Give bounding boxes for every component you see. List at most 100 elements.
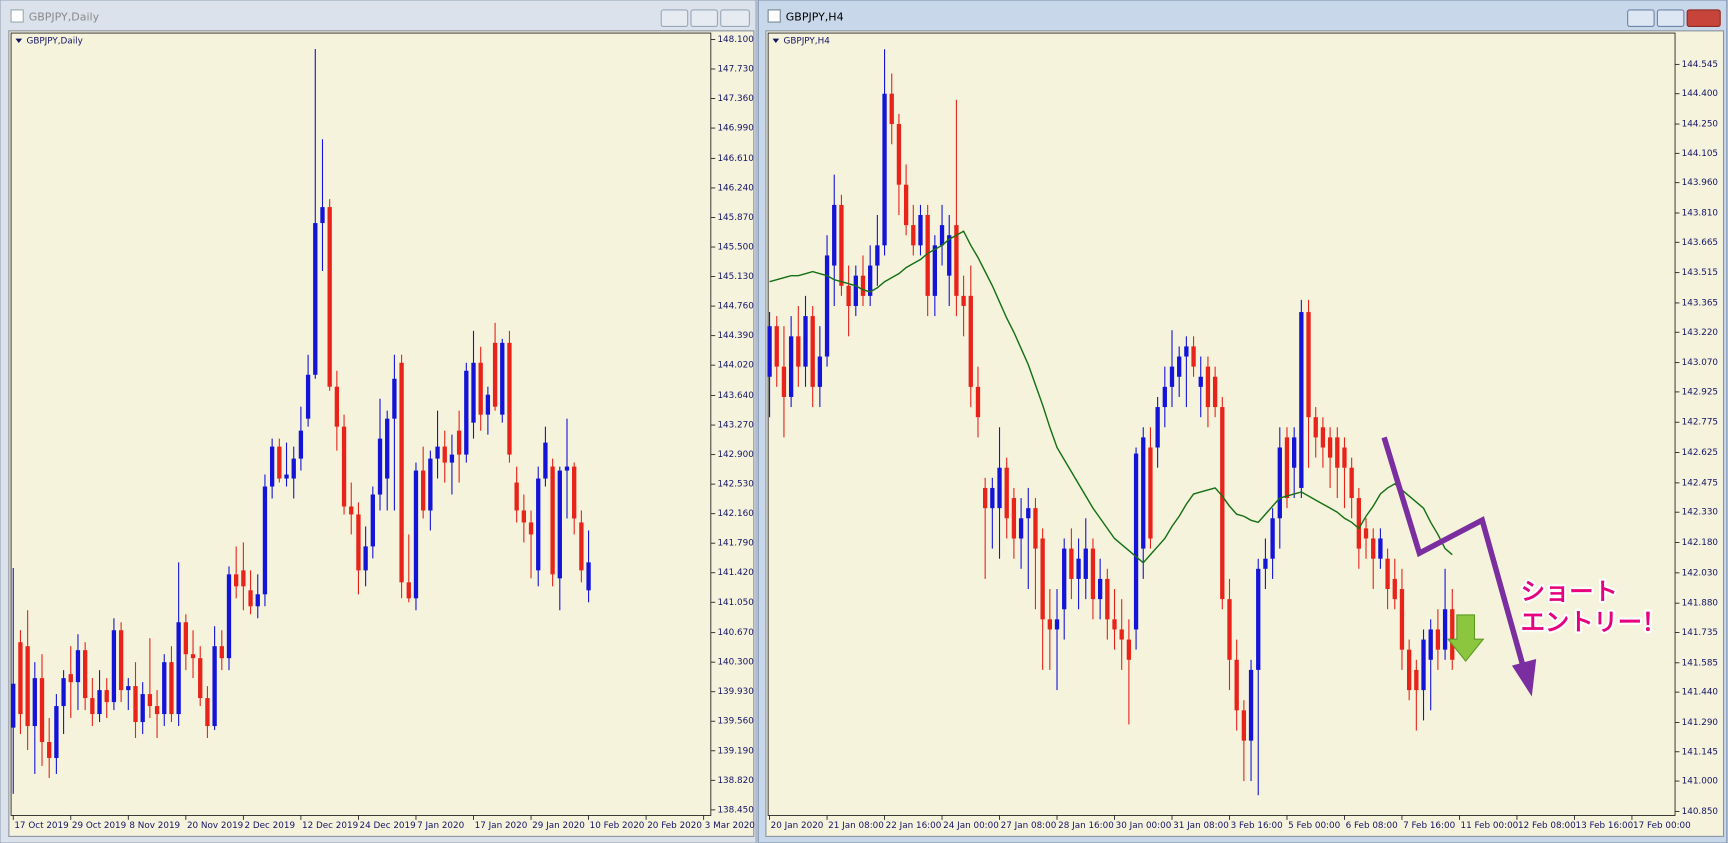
candle-body [1406,649,1412,691]
y-tick-label: 148.100 [717,35,754,45]
candle-body [1004,467,1009,519]
y-tick-label: 145.500 [717,243,754,253]
trend-arrow-head [1511,658,1537,697]
minimize-button[interactable] [1627,9,1655,27]
candle-body [975,386,981,418]
chart-menu-triangle [772,38,780,43]
chart-menu-triangle [15,38,23,43]
candle-body [1083,548,1088,579]
candle-body [198,658,203,699]
candle-body [61,678,66,707]
candle-body [1155,407,1160,448]
candle-body [572,466,577,519]
candle-body [1220,407,1225,600]
minimize-button[interactable] [660,9,689,27]
candle-body [133,686,138,723]
candle-body [284,474,289,479]
candle-body [126,686,131,691]
y-tick-label: 138.450 [717,805,754,815]
y-tick-label: 141.585 [1682,658,1718,668]
y-tick-label: 144.020 [717,361,754,371]
x-tick-label: 20 Nov 2019 [187,821,243,831]
candle-body [536,478,541,571]
charts: GBPJPY,Daily 148.100 147.730 147.360 146.990… [10,32,1719,831]
candle-body [1097,578,1103,600]
candle-body [162,662,167,715]
candle-body [550,466,555,575]
y-tick-label: 143.810 [1682,208,1719,218]
x-tick-label: 11 Feb 00:00 [1461,821,1519,831]
candle-body [774,326,779,367]
candle-body [39,678,45,743]
candle-body [392,378,397,419]
candle-body [954,225,959,296]
x-tick-label: 6 Feb 08:00 [1346,821,1399,831]
y-tick-label: 144.105 [1682,149,1718,159]
candle-body [918,215,923,246]
window-icon [10,9,24,23]
candle-body [1399,589,1405,650]
down-arrow [1446,614,1485,663]
candle-body [1076,558,1081,579]
candle-body [1349,467,1354,499]
candle-body [1205,366,1211,408]
candle-body [190,654,196,659]
candle-body [1442,609,1448,650]
candle-body [1241,710,1247,741]
candle-body [1248,669,1254,741]
candle-body [781,366,787,397]
x-tick-label: 20 Jan 2020 [771,821,824,831]
candle-body [1234,659,1239,711]
candle-body [255,594,260,607]
candle-body [810,316,815,387]
restore-button[interactable] [690,9,718,27]
candle-body [579,522,584,571]
annotation: ショート [1521,577,1618,606]
candle-body [932,245,938,296]
x-tick-label: 27 Jan 08:00 [1001,821,1057,831]
candle-body [1428,629,1433,660]
candle-body [1033,508,1038,549]
candle-body [939,225,945,246]
candle-body [1450,609,1455,660]
y-tick-label: 142.160 [717,509,754,519]
y-tick-label: 141.735 [1682,628,1718,638]
candle-body [1133,453,1139,630]
candle-body [234,574,239,587]
x-tick-label: 17 Feb 00:00 [1633,821,1691,831]
candle-body [334,386,340,427]
candle-body [169,662,174,715]
candle-body [413,470,419,599]
y-tick-label: 144.545 [1682,60,1718,70]
candle-body [478,362,483,415]
candle-body [1198,376,1203,387]
candle-body [903,184,909,226]
candle-body [212,646,217,727]
y-tick-label: 143.270 [717,421,754,431]
candle-body [377,438,383,495]
y-tick-label: 143.640 [717,391,754,401]
y-tick-label: 140.850 [1682,807,1719,817]
candle-body [385,418,390,479]
x-tick-label: 28 Jan 16:00 [1058,821,1114,831]
y-tick-label: 143.220 [1682,328,1719,338]
candle-body [514,482,519,511]
candle-body [248,590,253,607]
window-icon [767,9,781,23]
restore-button[interactable] [1656,9,1685,27]
chart-area [8,30,755,837]
y-tick-label: 143.515 [1682,268,1718,278]
y-tick-label: 146.240 [717,183,754,193]
close-button[interactable] [1686,9,1721,27]
close-button[interactable] [720,9,750,27]
y-tick-label: 142.530 [717,480,754,490]
candle-body [226,574,232,659]
candle-body [1054,619,1060,630]
y-tick-label: 142.475 [1682,478,1718,488]
candle-body [485,394,491,415]
y-tick-label: 141.000 [1682,777,1719,787]
x-tick-label: 22 Jan 16:00 [886,821,942,831]
candle-body [846,285,851,306]
candle-body [68,674,73,683]
